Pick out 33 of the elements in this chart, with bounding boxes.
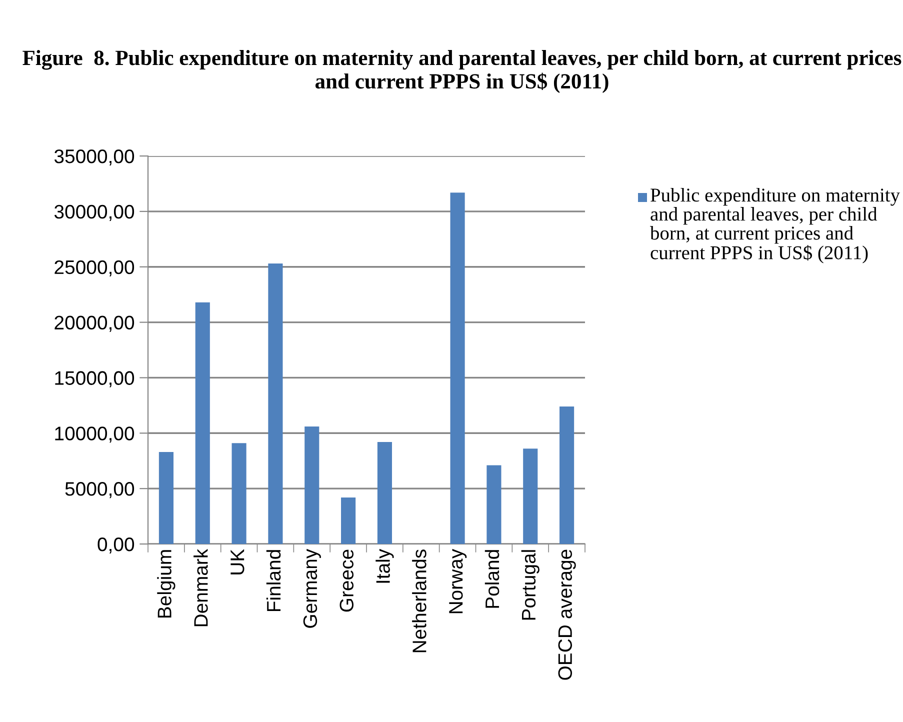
y-tick-label: 0,00: [98, 537, 134, 554]
bar: [232, 443, 246, 544]
y-tick-label: 30000,00: [54, 204, 134, 221]
bar: [486, 465, 502, 544]
bar: [158, 452, 174, 544]
bar: [523, 448, 538, 544]
y-tick-label: 10000,00: [55, 426, 134, 443]
y-tick-label: 35000,00: [54, 149, 134, 166]
x-tick-label: Denmark: [194, 548, 208, 626]
y-tick-label: 15000,00: [55, 371, 134, 388]
y-tick-label: 5000,00: [65, 482, 134, 498]
x-tick-label: Poland: [484, 550, 500, 608]
x-tick-label: Finland: [266, 550, 281, 612]
y-tick-label: 20000,00: [54, 316, 134, 332]
x-tick-label: Greece: [340, 550, 354, 612]
x-tick-label: Belgium: [157, 550, 176, 618]
x-tick-label: Italy: [376, 548, 394, 583]
x-tick-label: Norway: [449, 548, 467, 614]
y-tick-label: 25000,00: [54, 260, 134, 276]
bar: [304, 426, 320, 544]
chart-title: Figure 8. Public expenditure on maternity and parental leaves, per child born, at current prices and current PPPS in US$ (2011): [22, 50, 902, 93]
bar: [450, 192, 465, 544]
x-tick-label: Portugal: [521, 550, 540, 620]
x-tick-label: Germany: [303, 548, 321, 628]
bar: [195, 302, 210, 544]
bar: [341, 497, 356, 544]
x-tick-label: UK: [230, 549, 244, 574]
x-tick-label: OECD average: [558, 550, 576, 680]
bar: [377, 442, 392, 544]
bar: [560, 406, 574, 544]
legend-label: Public expenditure on maternity and parental leaves, per child born, at current prices and current PPPS in US$ (2011): [650, 188, 900, 264]
bar: [268, 264, 283, 544]
x-tick-label: Netherlands: [412, 550, 426, 652]
